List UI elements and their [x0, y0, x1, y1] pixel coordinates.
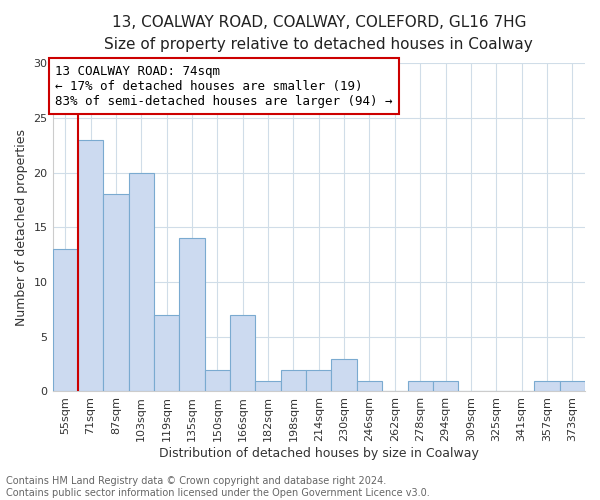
Bar: [433, 380, 458, 392]
Bar: [179, 238, 205, 392]
Text: 13 COALWAY ROAD: 74sqm
← 17% of detached houses are smaller (19)
83% of semi-det: 13 COALWAY ROAD: 74sqm ← 17% of detached…: [55, 64, 393, 108]
Bar: [331, 358, 357, 392]
Bar: [357, 380, 382, 392]
Bar: [560, 380, 585, 392]
Bar: [128, 172, 154, 392]
Bar: [53, 249, 78, 392]
Bar: [205, 370, 230, 392]
Bar: [407, 380, 433, 392]
Bar: [306, 370, 331, 392]
Bar: [103, 194, 128, 392]
Bar: [534, 380, 560, 392]
Text: Contains HM Land Registry data © Crown copyright and database right 2024.
Contai: Contains HM Land Registry data © Crown c…: [6, 476, 430, 498]
X-axis label: Distribution of detached houses by size in Coalway: Distribution of detached houses by size …: [159, 447, 479, 460]
Bar: [78, 140, 103, 392]
Bar: [256, 380, 281, 392]
Title: 13, COALWAY ROAD, COALWAY, COLEFORD, GL16 7HG
Size of property relative to detac: 13, COALWAY ROAD, COALWAY, COLEFORD, GL1…: [104, 15, 533, 52]
Bar: [154, 315, 179, 392]
Bar: [281, 370, 306, 392]
Y-axis label: Number of detached properties: Number of detached properties: [15, 129, 28, 326]
Bar: [230, 315, 256, 392]
